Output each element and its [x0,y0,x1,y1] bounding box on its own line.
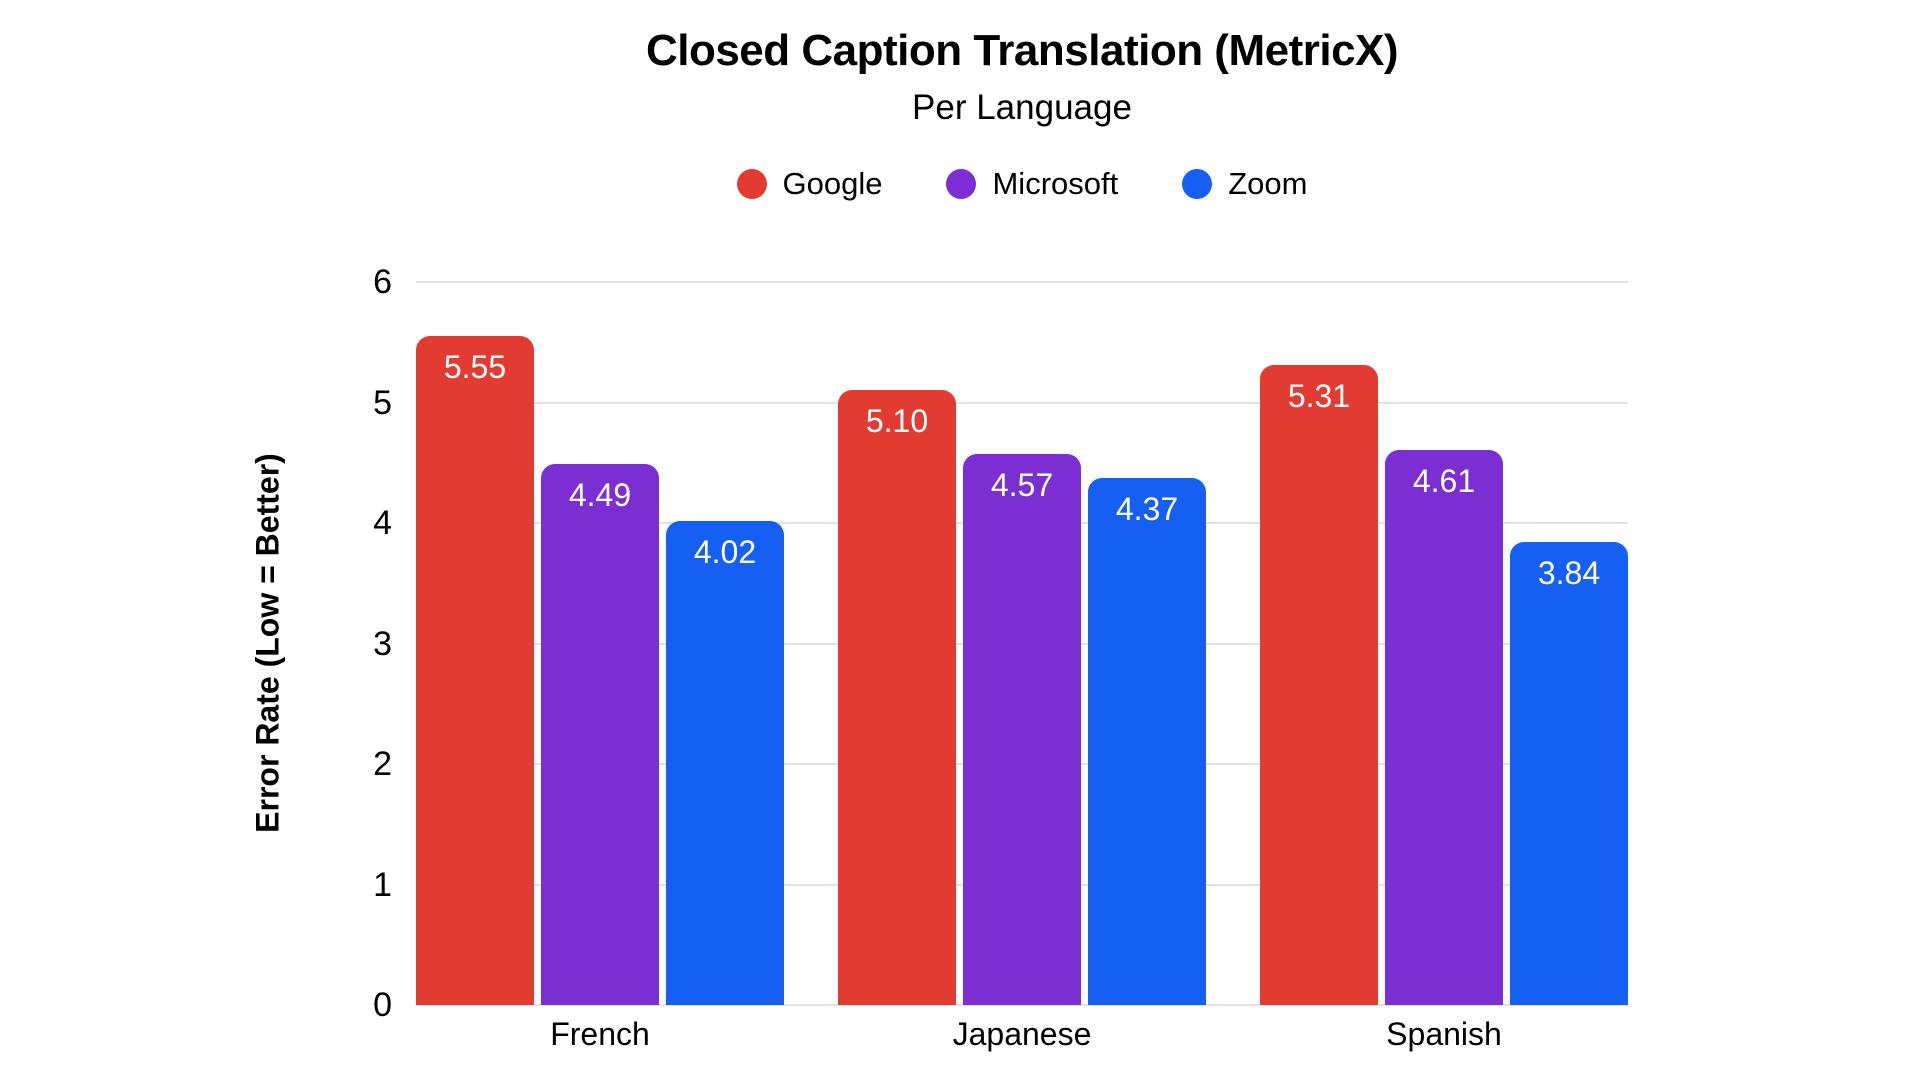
gridline [416,1004,1628,1006]
bar-group-spanish: 5.31 4.61 3.84 [1260,282,1628,1005]
y-axis-title: Error Rate (Low = Better) [249,453,286,833]
legend-swatch-microsoft-icon [946,169,977,199]
bar-group-japanese: 5.10 4.57 4.37 [838,282,1206,1005]
y-axis-tick-label: 1 [373,865,392,904]
y-axis-tick-label: 3 [373,624,392,663]
chart-subtitle: Per Language [912,88,1132,127]
legend: Google Microsoft Zoom [416,166,1628,202]
gridline [416,281,1628,283]
y-axis-tick-label: 2 [373,745,392,783]
legend-item-google: Google [736,166,883,202]
bar-value-label: 5.31 [1287,378,1351,415]
bar-zoom-french: 4.02 [666,520,784,1005]
bar-value-label: 4.57 [990,467,1054,504]
bar-microsoft-french: 4.49 [541,463,659,1005]
bar-microsoft-spanish: 4.61 [1385,449,1503,1005]
bar-google-french: 5.55 [416,336,534,1005]
bar-value-label: 4.02 [693,533,757,570]
bar-group-french: 5.55 4.49 4.02 [416,282,784,1005]
x-axis-label-japanese: Japanese [952,1016,1092,1052]
bar-value-label: 4.61 [1412,462,1476,499]
plot-area: 0 1 2 3 4 5 6 5.55 4.49 4.02 5.10 4.57 4.37 5.31 4.61 3… [373,263,1628,1024]
bar-google-spanish: 5.31 [1260,365,1378,1005]
x-axis-label-french: French [550,1016,650,1052]
legend-label: Zoom [1228,166,1308,201]
bar-microsoft-japanese: 4.57 [963,454,1081,1005]
y-axis-tick-label: 6 [373,263,392,301]
chart-title: Closed Caption Translation (MetricX) [645,26,1399,75]
x-axis-label-spanish: Spanish [1386,1016,1502,1052]
bar-value-label: 3.84 [1537,555,1601,592]
y-axis-tick-label: 5 [373,383,392,422]
bar-value-label: 5.10 [865,403,929,440]
legend-item-microsoft: Microsoft [946,166,1118,202]
bar-zoom-spanish: 3.84 [1510,542,1628,1005]
legend-swatch-zoom-icon [1182,169,1213,199]
y-axis-tick-label: 0 [373,986,392,1024]
bar-value-label: 4.37 [1115,491,1179,528]
legend-label: Google [782,166,883,201]
bar-chart: Closed Caption Translation (MetricX) Per… [250,0,1628,1080]
bar-value-label: 5.55 [443,349,507,386]
gridline [416,401,1628,404]
legend-swatch-google-icon [736,169,767,199]
bar-zoom-japanese: 4.37 [1088,478,1206,1005]
bar-value-label: 4.49 [568,476,632,513]
legend-label: Microsoft [992,166,1119,201]
bar-google-japanese: 5.10 [838,390,956,1005]
y-axis-tick-label: 4 [373,504,392,542]
legend-item-zoom: Zoom [1182,166,1307,202]
